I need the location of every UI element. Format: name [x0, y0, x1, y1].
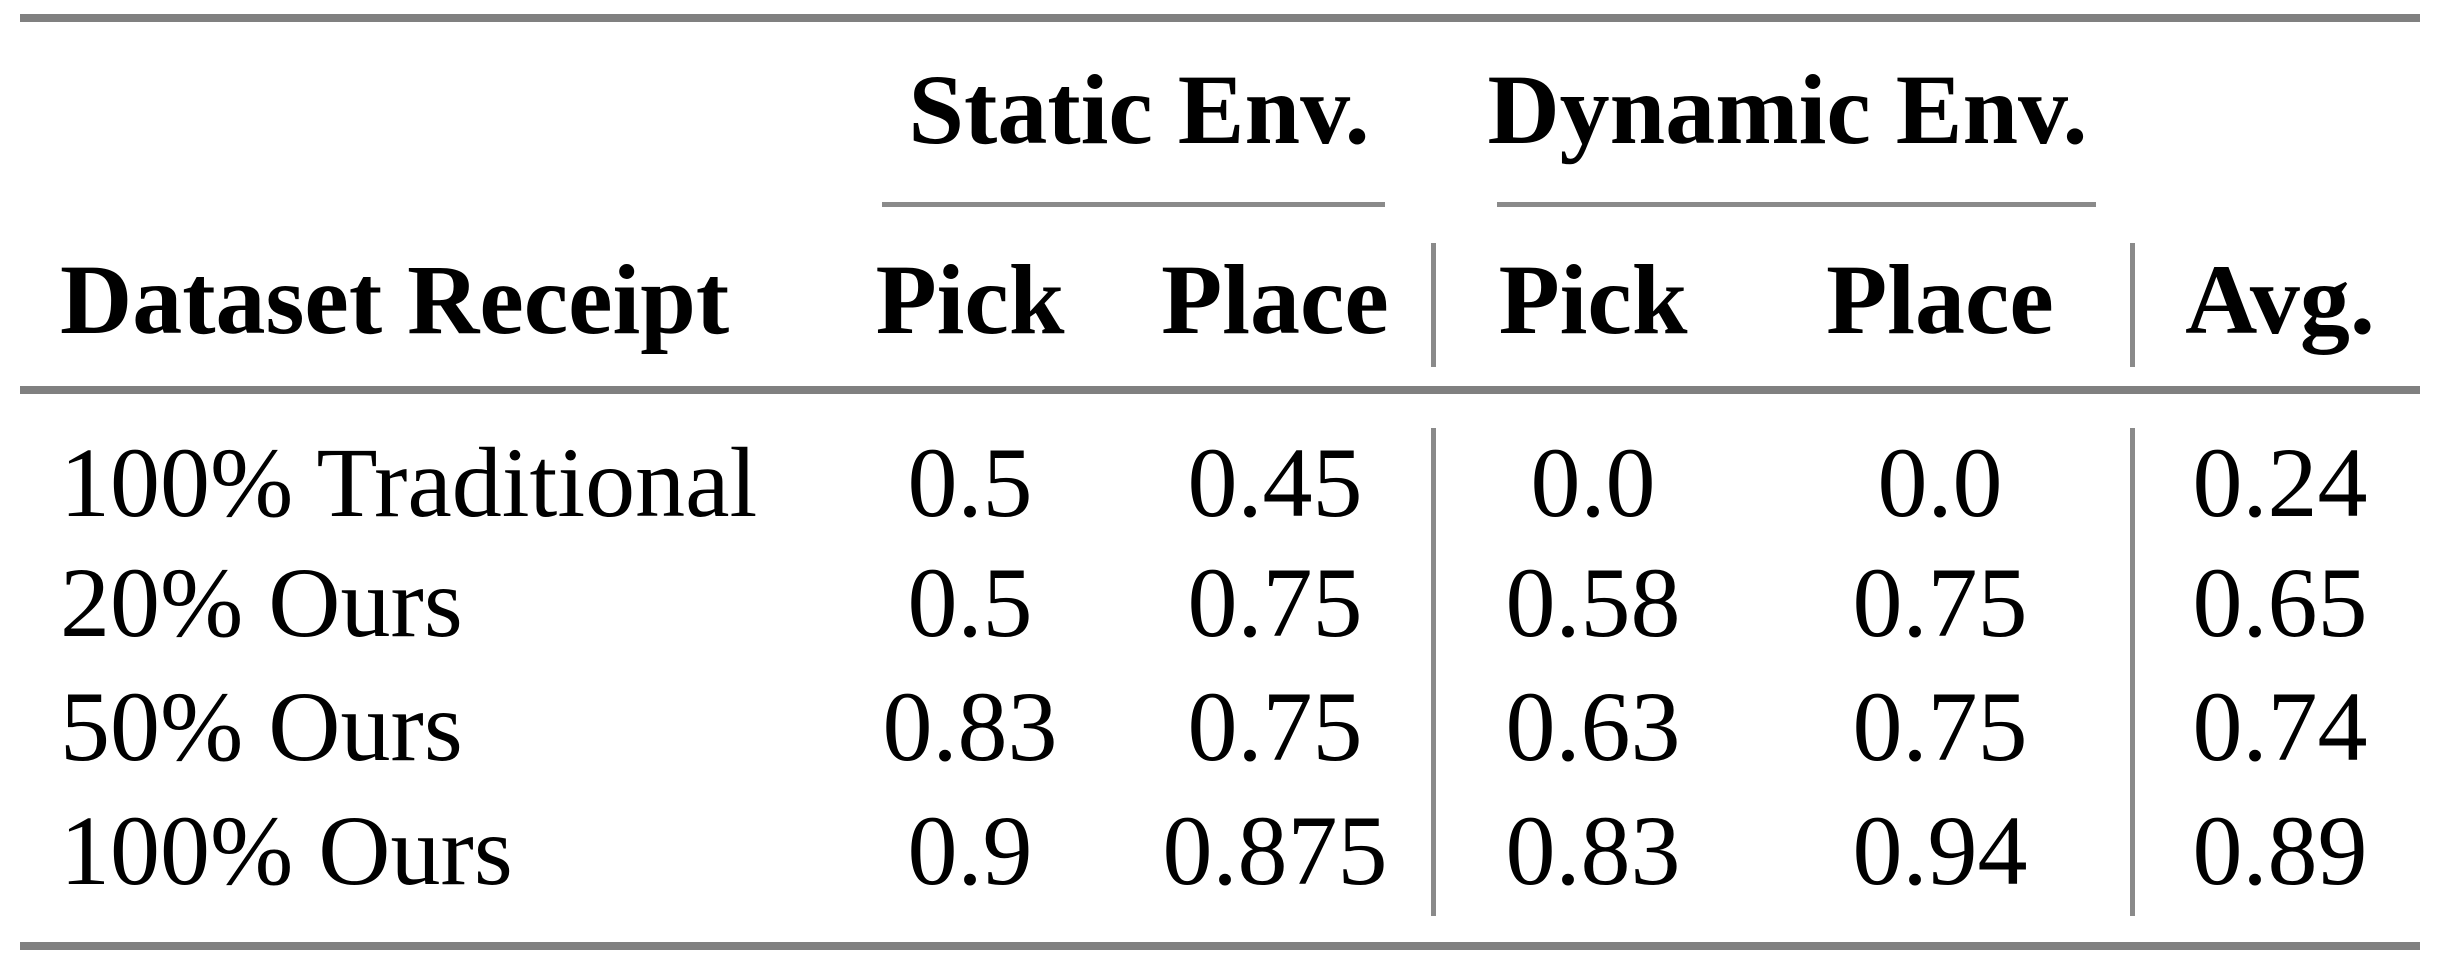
table-row: 50% Ours 0.83 0.75 0.63 0.75 0.74: [0, 666, 2440, 788]
cmidrule-dynamic-env: [1497, 202, 2096, 207]
column-header-dataset-receipt: Dataset Receipt: [60, 244, 730, 355]
cell-avg: 0.89: [2192, 795, 2368, 906]
cell-static-pick: 0.5: [907, 547, 1033, 658]
table-row: 100% Traditional 0.5 0.45 0.0 0.0 0.24: [0, 422, 2440, 544]
column-header-row: Dataset Receipt Pick Place Pick Place Av…: [0, 230, 2440, 370]
column-header-dynamic-place: Place: [1826, 244, 2054, 355]
table-bottom-rule: [20, 942, 2420, 950]
column-header-avg: Avg.: [2185, 244, 2375, 355]
cell-dynamic-place: 0.0: [1877, 427, 2003, 538]
cell-dynamic-pick: 0.63: [1505, 671, 1681, 782]
column-header-static-place: Place: [1161, 244, 1389, 355]
cell-static-place: 0.75: [1187, 671, 1363, 782]
vertical-separator-1-body: [1431, 428, 1436, 916]
cell-dynamic-pick: 0.0: [1530, 427, 1656, 538]
row-label: 20% Ours: [60, 547, 463, 658]
row-label: 100% Traditional: [60, 427, 758, 538]
column-header-static-pick: Pick: [875, 244, 1065, 355]
cell-avg: 0.65: [2192, 547, 2368, 658]
table-top-rule: [20, 14, 2420, 22]
cell-dynamic-pick: 0.83: [1505, 795, 1681, 906]
vertical-separator-2-header: [2130, 243, 2135, 367]
cell-dynamic-place: 0.94: [1852, 795, 2028, 906]
group-header-dynamic-env: Dynamic Env.: [1487, 54, 2088, 165]
vertical-separator-1-header: [1431, 243, 1436, 367]
cell-static-place: 0.75: [1187, 547, 1363, 658]
vertical-separator-2-body: [2130, 428, 2135, 916]
group-header-static-env: Static Env.: [908, 54, 1370, 165]
cell-static-place: 0.45: [1187, 427, 1363, 538]
cell-avg: 0.24: [2192, 427, 2368, 538]
cmidrule-static-env: [882, 202, 1385, 207]
cell-dynamic-place: 0.75: [1852, 547, 2028, 658]
table-row: 100% Ours 0.9 0.875 0.83 0.94 0.89: [0, 790, 2440, 912]
column-header-dynamic-pick: Pick: [1498, 244, 1688, 355]
cell-avg: 0.74: [2192, 671, 2368, 782]
row-label: 50% Ours: [60, 671, 463, 782]
cell-static-place: 0.875: [1162, 795, 1388, 906]
table-row: 20% Ours 0.5 0.75 0.58 0.75 0.65: [0, 542, 2440, 664]
row-label: 100% Ours: [60, 795, 513, 906]
cell-static-pick: 0.9: [907, 795, 1033, 906]
table-mid-rule: [20, 386, 2420, 394]
cell-dynamic-place: 0.75: [1852, 671, 2028, 782]
cell-static-pick: 0.83: [882, 671, 1058, 782]
cell-dynamic-pick: 0.58: [1505, 547, 1681, 658]
group-header-row: Static Env. Dynamic Env.: [0, 35, 2440, 185]
cell-static-pick: 0.5: [907, 427, 1033, 538]
